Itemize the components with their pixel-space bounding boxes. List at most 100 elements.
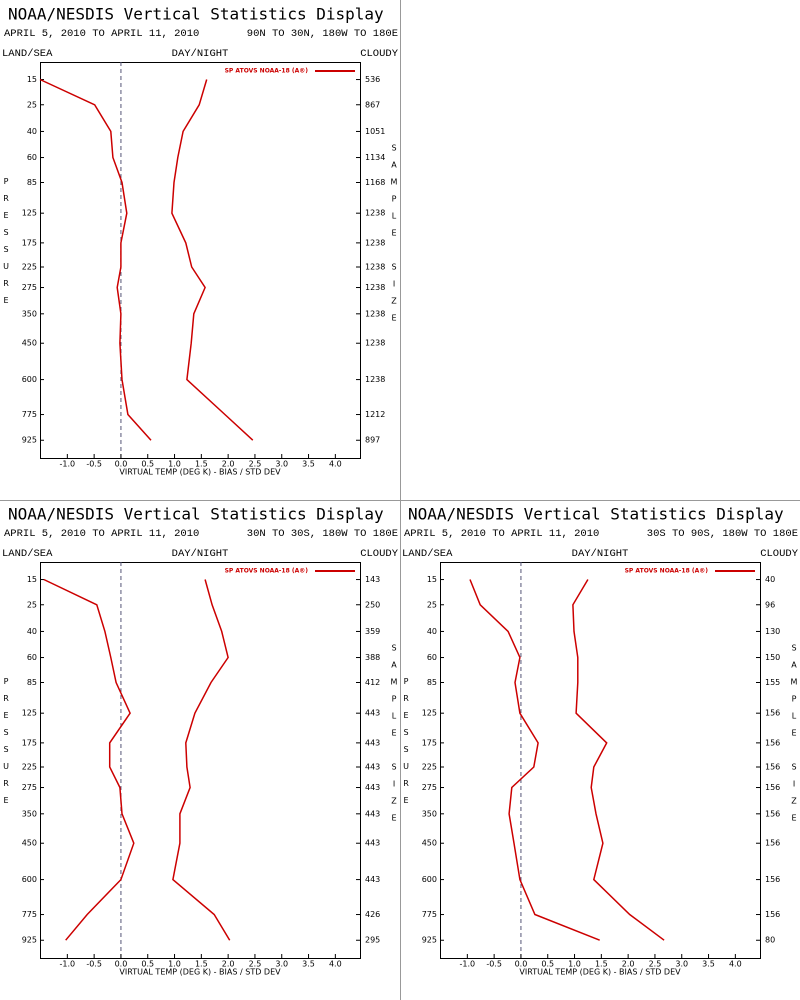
sample-size: 443: [365, 709, 380, 718]
x-tick-label: 1.5: [595, 960, 608, 969]
y-tick-label: 175: [22, 738, 37, 747]
y2-axis-label: SAMPLE SIZE: [390, 644, 399, 831]
y-tick-label: 350: [22, 809, 37, 818]
sample-size: 40: [765, 575, 775, 584]
x-tick-label: -1.0: [60, 460, 76, 469]
land-sea: LAND/SEA: [402, 548, 453, 560]
sample-size: 443: [365, 738, 380, 747]
x-tick-label: 3.5: [302, 960, 315, 969]
x-tick-label: 4.0: [329, 460, 342, 469]
x-tick-label: 0.0: [115, 960, 128, 969]
x-tick-label: 0.0: [115, 460, 128, 469]
bias-line: [39, 78, 152, 441]
cloudy: CLOUDY: [360, 548, 399, 560]
bias-line: [469, 579, 600, 941]
y-axis-label: PRESSURE: [2, 677, 11, 813]
y2-axis-label: SAMPLE SIZE: [790, 644, 799, 831]
sample-size: 1238: [365, 262, 385, 271]
legend-label: SP ATOVS NOAA-18 (A®): [625, 568, 709, 575]
y-tick-label: 85: [427, 678, 437, 687]
sample-size: 359: [365, 627, 380, 636]
y-axis-label: PRESSURE: [402, 677, 411, 813]
y-tick-label: 85: [27, 678, 37, 687]
y2-axis-label: SAMPLE SIZE: [390, 144, 399, 331]
sample-size: 1238: [365, 283, 385, 292]
sample-size: 150: [765, 653, 780, 662]
plot-frame: [40, 562, 361, 959]
plot-frame: [40, 62, 361, 459]
y-tick-label: 350: [422, 809, 437, 818]
sample-size: 155: [765, 678, 780, 687]
sample-size: 897: [365, 436, 380, 445]
y-tick-label: 450: [422, 839, 437, 848]
x-tick-label: 4.0: [729, 960, 742, 969]
y-tick-label: 225: [22, 762, 37, 771]
sample-size: 1168: [365, 178, 385, 187]
sample-size: 156: [765, 910, 780, 919]
sample-size: 250: [365, 600, 380, 609]
y-tick-label: 125: [22, 709, 37, 718]
sample-size: 156: [765, 738, 780, 747]
y-tick-label: 600: [422, 875, 437, 884]
x-tick-label: 2.5: [249, 960, 262, 969]
x-tick-label: -0.5: [486, 960, 502, 969]
y-tick-label: 225: [22, 262, 37, 271]
sample-size: 80: [765, 936, 775, 945]
x-tick-label: 0.5: [541, 960, 554, 969]
sample-size: 412: [365, 678, 380, 687]
subtitle: APRIL 5, 2010 TO APRIL 11, 2010: [404, 528, 599, 540]
sample-size: 156: [765, 783, 780, 792]
y-tick-label: 175: [422, 738, 437, 747]
x-tick-label: 3.5: [702, 960, 715, 969]
y-tick-label: 600: [22, 875, 37, 884]
y-tick-label: 85: [27, 178, 37, 187]
y-tick-label: 60: [27, 653, 37, 662]
land-sea: LAND/SEA: [2, 48, 53, 60]
subtitle: APRIL 5, 2010 TO APRIL 11, 2010: [4, 528, 199, 540]
sample-size: 1238: [365, 375, 385, 384]
region: 30S TO 90S, 180W TO 180E: [647, 528, 798, 540]
y-tick-label: 600: [22, 375, 37, 384]
y-tick-label: 275: [422, 783, 437, 792]
day-night: DAY/NIGHT: [172, 548, 229, 560]
sample-size: 143: [365, 575, 380, 584]
y-tick-label: 125: [422, 709, 437, 718]
y-tick-label: 15: [27, 75, 37, 84]
x-tick-label: 3.0: [675, 960, 688, 969]
day-night: DAY/NIGHT: [572, 548, 629, 560]
x-tick-label: -0.5: [86, 460, 102, 469]
sample-size: 156: [765, 809, 780, 818]
sample-size: 1134: [365, 153, 385, 162]
y-tick-label: 775: [422, 910, 437, 919]
y-tick-label: 15: [427, 575, 437, 584]
sample-size: 536: [365, 75, 380, 84]
y-tick-label: 25: [427, 600, 437, 609]
y-tick-label: 275: [22, 283, 37, 292]
sample-size: 156: [765, 839, 780, 848]
sample-size: 1238: [365, 339, 385, 348]
title: NOAA/NESDIS Vertical Statistics Display: [8, 5, 384, 24]
sample-size: 156: [765, 875, 780, 884]
plot-frame: [440, 562, 761, 959]
title: NOAA/NESDIS Vertical Statistics Display: [8, 505, 384, 524]
sample-size: 426: [365, 910, 380, 919]
y-tick-label: 275: [22, 783, 37, 792]
cloudy: CLOUDY: [360, 48, 399, 60]
x-tick-label: 3.0: [275, 460, 288, 469]
std-dev-line: [172, 579, 231, 941]
y-tick-label: 225: [422, 762, 437, 771]
y-tick-label: 125: [22, 209, 37, 218]
y-tick-label: 450: [22, 339, 37, 348]
y-tick-label: 15: [27, 575, 37, 584]
std-dev-line: [572, 579, 665, 941]
y-tick-label: 925: [22, 936, 37, 945]
y-tick-label: 775: [22, 410, 37, 419]
sample-size: 156: [765, 762, 780, 771]
sample-size: 388: [365, 653, 380, 662]
day-night: DAY/NIGHT: [172, 48, 229, 60]
y-tick-label: 925: [22, 436, 37, 445]
sample-size: 443: [365, 783, 380, 792]
y-tick-label: 925: [422, 936, 437, 945]
region: 90N TO 30N, 180W TO 180E: [247, 28, 398, 40]
y-tick-label: 775: [22, 910, 37, 919]
